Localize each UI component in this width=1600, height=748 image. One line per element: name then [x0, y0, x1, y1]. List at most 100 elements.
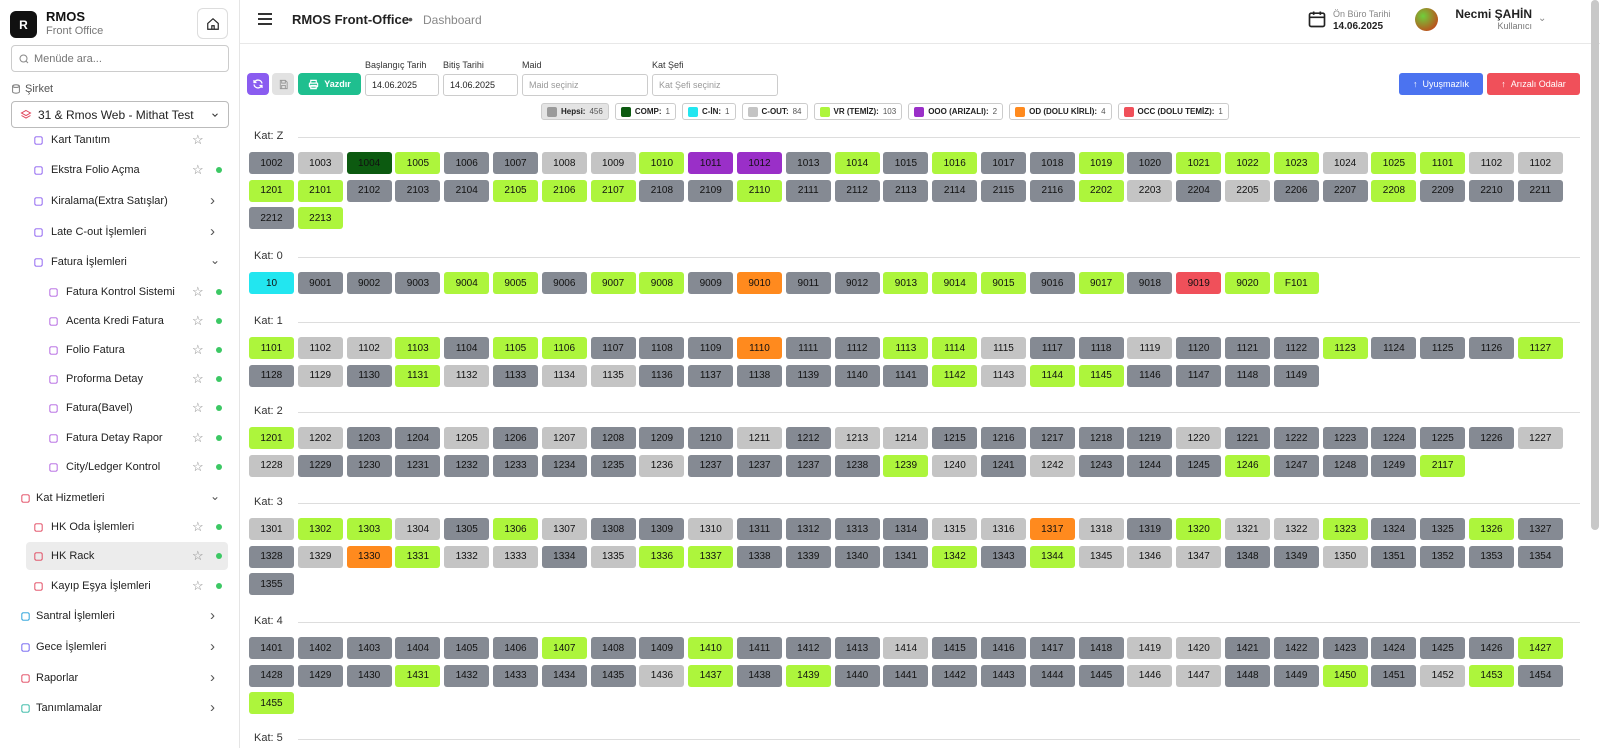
room-tile[interactable]: 9016: [1029, 272, 1075, 294]
room-tile[interactable]: 9015: [981, 272, 1026, 294]
room-tile[interactable]: 1025: [1371, 152, 1417, 174]
room-tile[interactable]: 1353: [1469, 545, 1514, 568]
sidebar-item-fatura-detay-rapor[interactable]: Fatura Detay Rapor ☆: [0, 424, 240, 452]
room-tile[interactable]: 1409: [639, 637, 685, 659]
room-tile[interactable]: 1440: [834, 664, 880, 687]
room-tile[interactable]: 2102: [346, 179, 392, 202]
menu-search-input[interactable]: [34, 52, 214, 65]
room-tile[interactable]: 1114: [932, 337, 978, 359]
sidebar-item-ekstra-folio-açma[interactable]: Ekstra Folio Açma ☆: [0, 156, 240, 184]
room-tile[interactable]: 1206: [493, 427, 538, 449]
legend-item[interactable]: C-İN: 1: [681, 103, 736, 120]
room-tile[interactable]: 2209: [1420, 179, 1466, 202]
room-tile[interactable]: 1107: [590, 337, 636, 359]
room-tile[interactable]: 1411: [737, 637, 782, 659]
room-tile[interactable]: 1443: [981, 664, 1026, 687]
room-tile[interactable]: 1149: [1273, 364, 1319, 387]
room-tile[interactable]: 1132: [444, 364, 490, 387]
sidebar-item-hk-oda-i-şlemleri[interactable]: HK Oda İşlemleri ☆: [0, 513, 240, 541]
mismatch-button[interactable]: ↑ Uyuşmazlık: [1399, 73, 1483, 95]
room-tile[interactable]: 2202: [1078, 179, 1124, 202]
room-tile[interactable]: 2101: [297, 179, 343, 202]
room-tile[interactable]: 1405: [444, 637, 490, 659]
room-tile[interactable]: 1136: [639, 364, 685, 387]
room-tile[interactable]: 1247: [1273, 454, 1319, 477]
room-tile[interactable]: 1455: [249, 692, 294, 714]
room-tile[interactable]: 1423: [1322, 637, 1368, 659]
room-tile[interactable]: 9003: [395, 272, 441, 294]
room-tile[interactable]: 1434: [541, 664, 587, 687]
room-tile[interactable]: 1102: [297, 337, 343, 359]
room-tile[interactable]: 1343: [981, 545, 1026, 568]
room-tile[interactable]: 1308: [590, 518, 636, 540]
user-name[interactable]: Necmi ŞAHİN: [1455, 7, 1532, 21]
room-tile[interactable]: 1122: [1273, 337, 1319, 359]
room-tile[interactable]: 1332: [444, 545, 490, 568]
room-tile[interactable]: 1245: [1176, 454, 1222, 477]
room-tile[interactable]: 1146: [1127, 364, 1173, 387]
room-tile[interactable]: 1135: [590, 364, 636, 387]
home-button[interactable]: [197, 8, 228, 39]
room-tile[interactable]: 1024: [1322, 152, 1368, 174]
room-tile[interactable]: 1421: [1225, 637, 1270, 659]
room-tile[interactable]: 1448: [1225, 664, 1270, 687]
room-tile[interactable]: 1340: [834, 545, 880, 568]
room-tile[interactable]: 1438: [737, 664, 782, 687]
company-select[interactable]: 31 & Rmos Web - Mithat Test: [11, 101, 229, 128]
room-tile[interactable]: 1014: [834, 152, 880, 174]
room-tile[interactable]: 1101: [249, 337, 294, 359]
room-tile[interactable]: 1410: [688, 637, 734, 659]
room-tile[interactable]: 1313: [834, 518, 880, 540]
room-tile[interactable]: 2108: [639, 179, 685, 202]
room-tile[interactable]: 1239: [883, 454, 929, 477]
room-tile[interactable]: 1110: [737, 337, 782, 359]
room-tile[interactable]: 2110: [737, 179, 782, 202]
room-tile[interactable]: 9009: [688, 272, 734, 294]
room-tile[interactable]: 1133: [493, 364, 538, 387]
room-tile[interactable]: 1101: [1420, 152, 1466, 174]
room-tile[interactable]: 1354: [1517, 545, 1563, 568]
room-tile[interactable]: 1426: [1469, 637, 1514, 659]
room-tile[interactable]: 1339: [785, 545, 831, 568]
room-tile[interactable]: 1102: [346, 337, 392, 359]
room-tile[interactable]: 1016: [932, 152, 978, 174]
room-tile[interactable]: 1307: [541, 518, 587, 540]
room-tile[interactable]: 1203: [346, 427, 392, 449]
room-tile[interactable]: 1408: [590, 637, 636, 659]
sidebar-item-fatura-i-şlemleri[interactable]: Fatura İşlemleri ⌄: [0, 248, 240, 276]
star-icon[interactable]: ☆: [192, 578, 204, 593]
room-tile[interactable]: 2211: [1517, 179, 1563, 202]
room-tile[interactable]: 9017: [1078, 272, 1124, 294]
star-icon[interactable]: ☆: [192, 313, 204, 328]
room-tile[interactable]: 1209: [639, 427, 685, 449]
save-button[interactable]: [272, 73, 294, 95]
legend-item[interactable]: Hepsi: 456: [541, 103, 609, 120]
sidebar-item-tanımlamalar[interactable]: Tanımlamalar ›: [0, 694, 240, 722]
room-tile[interactable]: 9012: [834, 272, 880, 294]
room-tile[interactable]: 1348: [1225, 545, 1270, 568]
room-tile[interactable]: 1220: [1176, 427, 1222, 449]
room-tile[interactable]: 1221: [1225, 427, 1270, 449]
room-tile[interactable]: 1234: [541, 454, 587, 477]
room-tile[interactable]: 1145: [1078, 364, 1124, 387]
room-tile[interactable]: 2204: [1176, 179, 1222, 202]
room-tile[interactable]: 2111: [785, 179, 831, 202]
room-tile[interactable]: 1401: [249, 637, 294, 659]
room-tile[interactable]: 1129: [297, 364, 343, 387]
room-tile[interactable]: 1310: [688, 518, 734, 540]
room-tile[interactable]: 1431: [395, 664, 441, 687]
room-tile[interactable]: 1223: [1322, 427, 1368, 449]
room-tile[interactable]: 2206: [1273, 179, 1319, 202]
legend-item[interactable]: COMP: 1: [614, 103, 676, 120]
room-tile[interactable]: 1318: [1078, 518, 1124, 540]
room-tile[interactable]: 1106: [541, 337, 587, 359]
room-tile[interactable]: 1329: [297, 545, 343, 568]
room-tile[interactable]: 1325: [1420, 518, 1466, 540]
chevron-down-icon[interactable]: ⌄: [1538, 13, 1547, 24]
sidebar-item-kayıp-eşya-i-şlemleri[interactable]: Kayıp Eşya İşlemleri ☆: [0, 572, 240, 600]
room-tile[interactable]: 1120: [1176, 337, 1222, 359]
room-tile[interactable]: 1103: [395, 337, 441, 359]
faulty-rooms-button[interactable]: ↑ Arızalı Odalar: [1487, 73, 1580, 95]
room-tile[interactable]: 1128: [249, 364, 294, 387]
room-tile[interactable]: 9013: [883, 272, 929, 294]
